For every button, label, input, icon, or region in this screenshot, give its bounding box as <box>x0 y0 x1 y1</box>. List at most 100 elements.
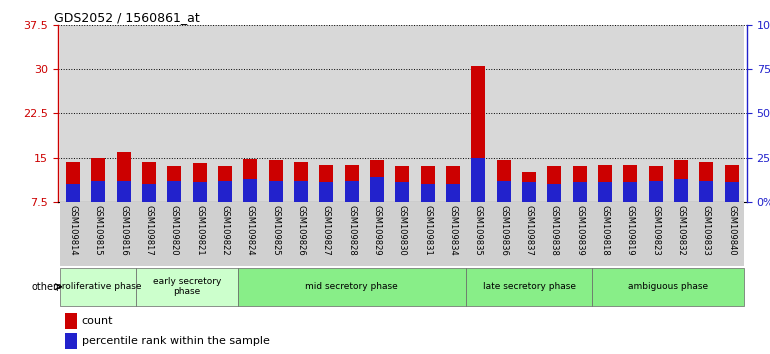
Bar <box>117 181 131 202</box>
Bar <box>162 25 187 202</box>
Text: GSM109818: GSM109818 <box>601 205 610 256</box>
Bar <box>218 166 232 202</box>
Bar <box>313 25 339 202</box>
Text: GSM109819: GSM109819 <box>626 205 634 256</box>
Text: other: other <box>32 282 57 292</box>
Bar <box>294 162 308 202</box>
Bar <box>648 181 663 202</box>
Bar <box>567 25 592 202</box>
Bar <box>345 181 359 202</box>
Text: GSM109825: GSM109825 <box>271 205 280 256</box>
Bar <box>370 177 384 202</box>
Bar <box>390 202 415 266</box>
Bar <box>547 166 561 202</box>
Bar <box>643 202 668 266</box>
Bar <box>491 25 517 202</box>
Bar <box>218 181 232 202</box>
Bar <box>440 25 466 202</box>
Bar <box>142 162 156 202</box>
Bar <box>364 202 390 266</box>
Text: GSM109836: GSM109836 <box>499 205 508 256</box>
Bar <box>60 268 136 306</box>
Bar <box>167 166 181 202</box>
Text: mid secretory phase: mid secretory phase <box>305 282 398 291</box>
Text: GSM109828: GSM109828 <box>347 205 357 256</box>
Bar <box>364 25 390 202</box>
Bar <box>466 25 491 202</box>
Bar <box>415 202 440 266</box>
Bar <box>66 162 80 202</box>
Text: GSM109822: GSM109822 <box>220 205 229 256</box>
Bar <box>370 160 384 202</box>
Bar <box>592 25 618 202</box>
Text: count: count <box>82 316 113 326</box>
Bar <box>573 182 587 202</box>
Bar <box>522 182 536 202</box>
Text: percentile rank within the sample: percentile rank within the sample <box>82 336 270 346</box>
Bar <box>60 202 85 266</box>
Bar <box>111 25 136 202</box>
Bar <box>66 184 80 202</box>
Bar <box>142 184 156 202</box>
Bar <box>674 160 688 202</box>
Text: GSM109839: GSM109839 <box>575 205 584 256</box>
Bar <box>541 25 567 202</box>
Bar <box>136 268 238 306</box>
Bar <box>339 25 364 202</box>
Bar <box>288 202 313 266</box>
Text: GSM109840: GSM109840 <box>727 205 736 256</box>
Text: GSM109835: GSM109835 <box>474 205 483 256</box>
Bar <box>243 179 257 202</box>
Bar <box>497 181 511 202</box>
Text: GSM109831: GSM109831 <box>424 205 432 256</box>
Bar <box>263 25 288 202</box>
Bar <box>213 202 238 266</box>
Bar <box>92 181 105 202</box>
Bar <box>547 184 561 202</box>
Bar <box>699 181 713 202</box>
Text: early secretory
phase: early secretory phase <box>152 277 221 296</box>
Text: GSM109815: GSM109815 <box>94 205 102 256</box>
Text: GSM109814: GSM109814 <box>69 205 78 256</box>
Bar <box>390 25 415 202</box>
Bar <box>648 166 663 202</box>
Bar <box>238 25 263 202</box>
Bar <box>92 158 105 202</box>
Bar <box>167 181 181 202</box>
Text: GSM109820: GSM109820 <box>170 205 179 256</box>
Text: GSM109838: GSM109838 <box>550 205 559 256</box>
Bar <box>85 25 111 202</box>
Bar <box>192 182 206 202</box>
Bar <box>466 202 491 266</box>
Text: late secretory phase: late secretory phase <box>483 282 575 291</box>
Bar <box>668 202 694 266</box>
Bar <box>238 268 466 306</box>
Bar <box>618 25 643 202</box>
Bar <box>192 164 206 202</box>
Bar <box>415 25 440 202</box>
Text: GSM109823: GSM109823 <box>651 205 660 256</box>
Bar <box>699 162 713 202</box>
Bar <box>162 202 187 266</box>
Text: ambiguous phase: ambiguous phase <box>628 282 708 291</box>
Bar <box>624 182 638 202</box>
Text: GSM109829: GSM109829 <box>373 205 381 256</box>
Text: GSM109837: GSM109837 <box>524 205 534 256</box>
Text: GSM109826: GSM109826 <box>296 205 306 256</box>
Text: GSM109817: GSM109817 <box>145 205 153 256</box>
Bar <box>471 158 485 202</box>
Text: GSM109816: GSM109816 <box>119 205 128 256</box>
Text: GSM109832: GSM109832 <box>677 205 685 256</box>
Bar <box>694 202 719 266</box>
Bar <box>598 165 612 202</box>
Bar <box>522 172 536 202</box>
Bar <box>618 202 643 266</box>
Bar <box>320 165 333 202</box>
Bar <box>674 179 688 202</box>
Bar <box>725 182 738 202</box>
Bar <box>65 333 77 349</box>
Bar <box>598 182 612 202</box>
Bar <box>345 165 359 202</box>
Text: GDS2052 / 1560861_at: GDS2052 / 1560861_at <box>55 11 200 24</box>
Text: proliferative phase: proliferative phase <box>55 282 141 291</box>
